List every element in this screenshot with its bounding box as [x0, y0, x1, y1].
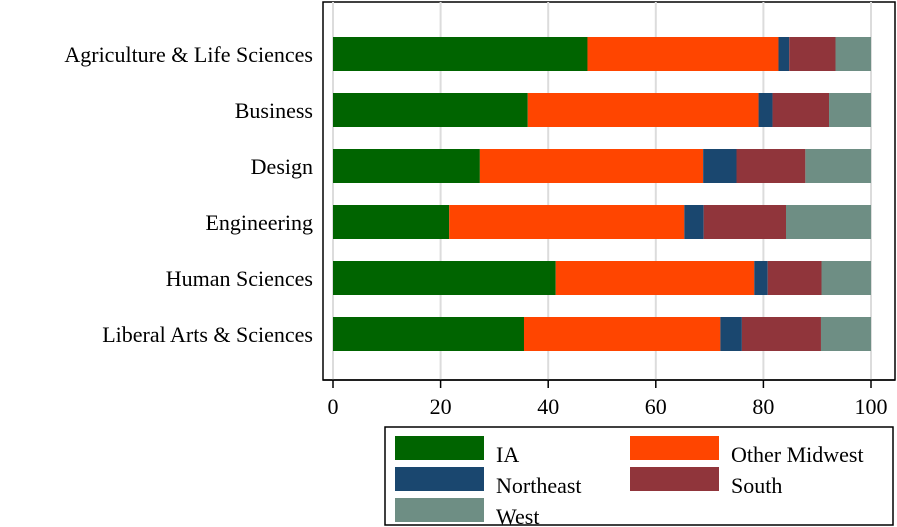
legend-swatch-other-midwest: [630, 436, 719, 460]
legend-label-south: South: [731, 473, 782, 498]
bar-other-midwest-1: [527, 93, 759, 127]
bar-northeast-2: [703, 149, 737, 183]
bars: [333, 37, 871, 351]
bar-south-4: [767, 261, 822, 295]
legend-swatch-south: [630, 467, 719, 491]
bar-south-1: [772, 93, 830, 127]
legend-label-ia: IA: [496, 442, 519, 467]
x-tick-label-60: 60: [645, 394, 667, 419]
bar-west-1: [829, 93, 871, 127]
legend-swatch-west: [395, 498, 484, 522]
legend-label-other-midwest: Other Midwest: [731, 442, 864, 467]
bar-ia-1: [333, 93, 528, 127]
bar-ia-0: [333, 37, 588, 71]
bar-other-midwest-2: [479, 149, 704, 183]
category-label: Agriculture & Life Sciences: [64, 42, 313, 67]
x-tick-label-100: 100: [855, 394, 888, 419]
bar-south-2: [736, 149, 806, 183]
legend-label-northeast: Northeast: [496, 473, 582, 498]
category-label: Design: [251, 154, 313, 179]
bar-ia-3: [333, 205, 450, 239]
category-labels: Agriculture & Life Sciences Business Desig…: [64, 42, 313, 347]
x-tick-label-0: 0: [328, 394, 339, 419]
bar-other-midwest-0: [587, 37, 779, 71]
legend-swatch-ia: [395, 436, 484, 460]
bar-south-3: [703, 205, 786, 239]
bar-west-0: [835, 37, 871, 71]
legend-label-west: West: [496, 504, 539, 527]
bar-south-5: [741, 317, 821, 351]
bar-west-2: [805, 149, 871, 183]
x-tick-label-40: 40: [537, 394, 559, 419]
bar-ia-5: [333, 317, 524, 351]
bar-northeast-0: [778, 37, 790, 71]
bar-ia-2: [333, 149, 480, 183]
bar-west-4: [821, 261, 871, 295]
bar-south-0: [789, 37, 836, 71]
bar-other-midwest-4: [555, 261, 755, 295]
bar-other-midwest-3: [449, 205, 685, 239]
bar-northeast-3: [684, 205, 704, 239]
bar-northeast-4: [754, 261, 768, 295]
bar-northeast-1: [758, 93, 773, 127]
category-label: Business: [235, 98, 313, 123]
category-label: Engineering: [205, 210, 313, 235]
bar-northeast-5: [720, 317, 742, 351]
legend: IA Other Midwest Northeast South West: [384, 426, 894, 527]
bar-ia-4: [333, 261, 556, 295]
category-label: Human Sciences: [166, 266, 313, 291]
legend-swatch-northeast: [395, 467, 484, 491]
x-tick-label-20: 20: [430, 394, 452, 419]
x-tick-label-80: 80: [752, 394, 774, 419]
category-label: Liberal Arts & Sciences: [102, 322, 313, 347]
bar-west-3: [785, 205, 871, 239]
bar-west-5: [820, 317, 871, 351]
x-axis-ticks: 0 20 40 60 80 100: [328, 380, 888, 419]
bar-other-midwest-5: [523, 317, 721, 351]
